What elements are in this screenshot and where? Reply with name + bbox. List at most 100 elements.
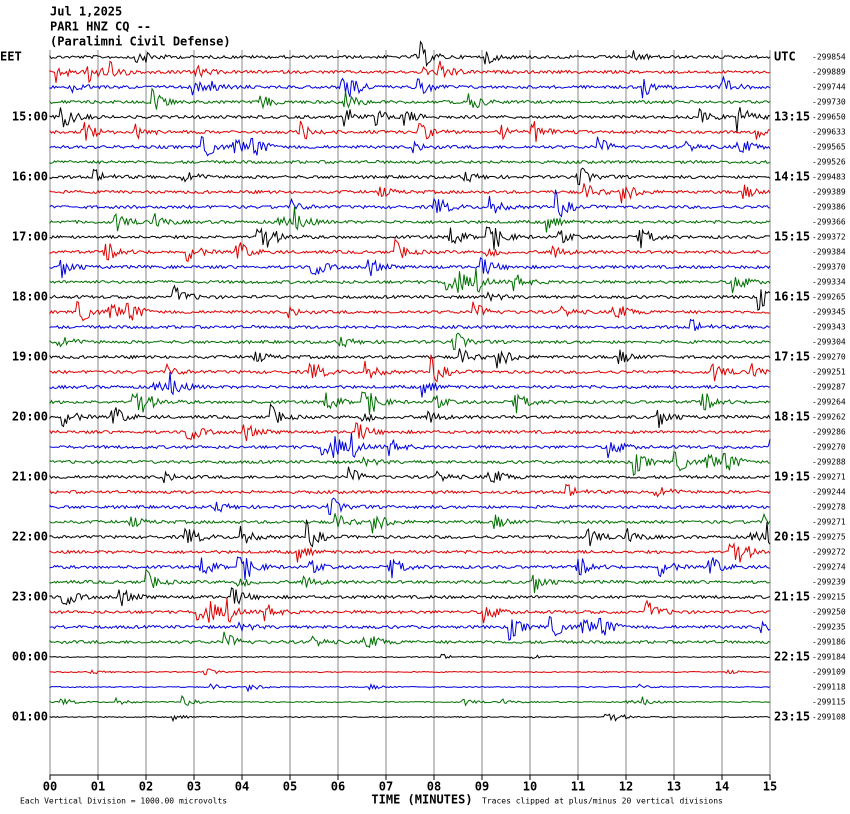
row-value: -299288: [812, 458, 846, 467]
row-value: -299272: [812, 548, 846, 557]
row-value: -299286: [812, 428, 846, 437]
trace: [49, 135, 771, 157]
left-time-label: 00:00: [12, 650, 48, 664]
x-tick-label: 04: [235, 780, 249, 794]
row-value: -299275: [812, 533, 846, 542]
clip-note: Traces clipped at plus/minus 20 vertical…: [482, 797, 723, 806]
trace: [49, 167, 771, 186]
header-line: Jul 1,2025: [50, 5, 122, 19]
trace: [49, 318, 771, 331]
trace: [49, 354, 771, 383]
trace: [49, 75, 771, 99]
row-value: -299215: [812, 593, 846, 602]
row-value: -299370: [812, 263, 846, 272]
row-value: -299278: [812, 503, 846, 512]
trace: [49, 159, 771, 165]
row-value: -299186: [812, 638, 846, 647]
header-line: (Paralimni Civil Defense): [50, 35, 231, 49]
axis-title: TIME (MINUTES): [371, 793, 472, 807]
row-value: -299271: [812, 518, 846, 527]
trace: [49, 120, 771, 142]
trace: [49, 226, 771, 250]
trace: [49, 433, 771, 459]
scale-note: Each Vertical Division = 1000.00 microvo…: [20, 797, 227, 806]
x-tick-label: 08: [427, 780, 441, 794]
right-time-label: 23:15: [774, 710, 810, 724]
left-time-label: EET: [0, 50, 22, 64]
row-value: -299264: [812, 398, 846, 407]
trace: [49, 653, 771, 660]
row-value: -299251: [812, 368, 846, 377]
right-time-label: 21:15: [774, 590, 810, 604]
trace: [49, 391, 771, 415]
x-tick-label: 06: [331, 780, 345, 794]
row-value: -299108: [812, 713, 846, 722]
x-tick-label: 07: [379, 780, 393, 794]
x-tick-label: 15: [763, 780, 777, 794]
trace: [49, 556, 771, 580]
trace: [49, 257, 771, 279]
trace: [49, 519, 771, 548]
trace: [49, 87, 771, 110]
trace: [49, 189, 771, 218]
row-value: -299744: [812, 83, 846, 92]
trace: [49, 542, 771, 563]
x-tick-label: 14: [715, 780, 729, 794]
row-value: -299345: [812, 308, 846, 317]
left-time-label: 16:00: [12, 170, 48, 184]
trace: [49, 371, 771, 398]
trace: [49, 183, 771, 204]
row-value: -299526: [812, 158, 846, 167]
left-time-label: 01:00: [12, 710, 48, 724]
left-time-label: 22:00: [12, 530, 48, 544]
left-time-label: 23:00: [12, 590, 48, 604]
x-tick-label: 01: [91, 780, 105, 794]
trace: [49, 512, 771, 534]
right-time-label: 20:15: [774, 530, 810, 544]
right-time-label: 17:15: [774, 350, 810, 364]
right-time-label: 13:15: [774, 110, 810, 124]
trace: [49, 615, 771, 641]
trace: [49, 268, 771, 294]
header-line: PAR1 HNZ CQ --: [50, 20, 151, 34]
row-value: -299244: [812, 488, 846, 497]
x-tick-label: 10: [523, 780, 537, 794]
row-value: -299270: [812, 443, 846, 452]
left-time-label: 19:00: [12, 350, 48, 364]
right-time-label: 14:15: [774, 170, 810, 184]
row-value: -299372: [812, 233, 846, 242]
trace: [49, 348, 771, 369]
row-value: -299650: [812, 113, 846, 122]
x-tick-label: 00: [43, 780, 57, 794]
trace: [49, 332, 771, 351]
trace: [49, 598, 771, 624]
row-value: -299239: [812, 578, 846, 587]
trace: [49, 422, 771, 442]
trace: [49, 300, 771, 322]
right-time-label: UTC: [774, 50, 796, 64]
trace: [49, 284, 771, 311]
left-time-label: 20:00: [12, 410, 48, 424]
row-value: -299235: [812, 623, 846, 632]
left-time-label: 18:00: [12, 290, 48, 304]
trace: [49, 238, 771, 263]
row-value: -299109: [812, 668, 846, 677]
right-time-label: 19:15: [774, 470, 810, 484]
trace: [49, 466, 771, 484]
trace: [49, 60, 771, 84]
row-value: -299343: [812, 323, 846, 332]
trace: [49, 483, 771, 498]
right-time-label: 22:15: [774, 650, 810, 664]
right-time-label: 15:15: [774, 230, 810, 244]
right-time-label: 18:15: [774, 410, 810, 424]
row-value: -299287: [812, 383, 846, 392]
right-time-label: 16:15: [774, 290, 810, 304]
row-value: -299389: [812, 188, 846, 197]
row-value: -299889: [812, 68, 846, 77]
row-value: -299854: [812, 53, 846, 62]
row-value: -299483: [812, 173, 846, 182]
row-value: -299304: [812, 338, 846, 347]
x-tick-label: 11: [571, 780, 585, 794]
trace: [49, 497, 771, 516]
